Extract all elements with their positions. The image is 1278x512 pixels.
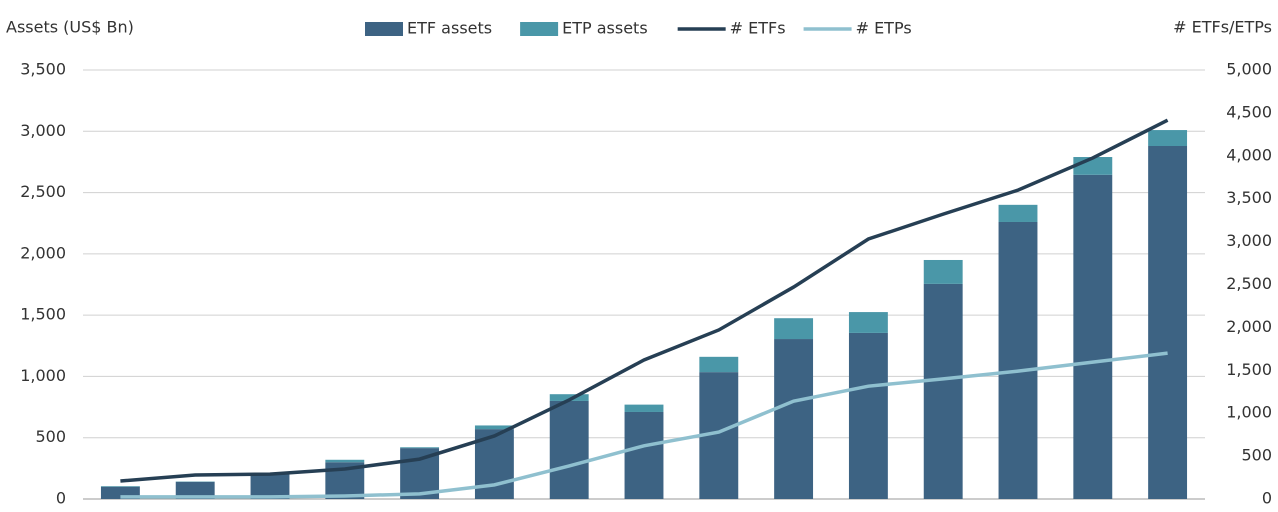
- legend-swatch: [365, 22, 403, 36]
- bar: [848, 312, 888, 333]
- y2-tick-label: 500: [1241, 446, 1272, 465]
- y2-tick-label: 4,500: [1226, 102, 1272, 121]
- y2-tick-label: 2,500: [1226, 274, 1272, 293]
- y-tick-label: 500: [35, 427, 66, 446]
- bar: [998, 204, 1038, 222]
- bar: [549, 400, 589, 499]
- bar: [699, 356, 739, 373]
- y-tick-label: 2,500: [20, 182, 66, 201]
- y2-axis-label: # ETFs/ETPs: [1173, 18, 1272, 37]
- legend-label: # ETPs: [856, 19, 912, 38]
- y-tick-label: 1,000: [20, 366, 66, 385]
- y2-tick-label: 3,500: [1226, 188, 1272, 207]
- bar: [474, 425, 514, 430]
- bar: [1148, 130, 1188, 146]
- y2-tick-label: 1,500: [1226, 360, 1272, 379]
- legend-swatch: [520, 22, 559, 36]
- y2-tick-label: 4,000: [1226, 145, 1272, 164]
- y-tick-label: 1,500: [20, 305, 66, 324]
- bar: [624, 404, 664, 412]
- bar: [624, 411, 664, 499]
- y-axis-label: Assets (US$ Bn): [6, 18, 134, 37]
- bar: [549, 394, 589, 401]
- y-tick-label: 2,000: [20, 243, 66, 262]
- legend-label: ETP assets: [562, 19, 648, 38]
- bar: [774, 339, 814, 499]
- y2-tick-label: 2,000: [1226, 317, 1272, 336]
- bar: [400, 447, 440, 449]
- bar: [250, 474, 290, 499]
- y2-tick-label: 1,000: [1226, 403, 1272, 422]
- bar: [1073, 174, 1113, 499]
- y-tick-label: 0: [56, 489, 66, 508]
- y-tick-label: 3,500: [20, 60, 66, 79]
- bar: [998, 221, 1038, 499]
- bar: [175, 481, 215, 499]
- y2-tick-label: 0: [1262, 489, 1272, 508]
- legend-label: ETF assets: [407, 19, 492, 38]
- y-tick-label: 3,000: [20, 121, 66, 140]
- line: [120, 118, 1169, 483]
- bar: [923, 283, 963, 499]
- bar: [100, 486, 140, 487]
- line: [120, 351, 1168, 499]
- legend-label: # ETFs: [730, 19, 786, 38]
- bar: [848, 332, 888, 499]
- y2-tick-label: 5,000: [1226, 60, 1272, 79]
- y2-tick-label: 3,000: [1226, 231, 1272, 250]
- bar: [1148, 145, 1188, 499]
- bar: [923, 259, 963, 284]
- bar: [325, 459, 365, 463]
- bar: [774, 318, 814, 340]
